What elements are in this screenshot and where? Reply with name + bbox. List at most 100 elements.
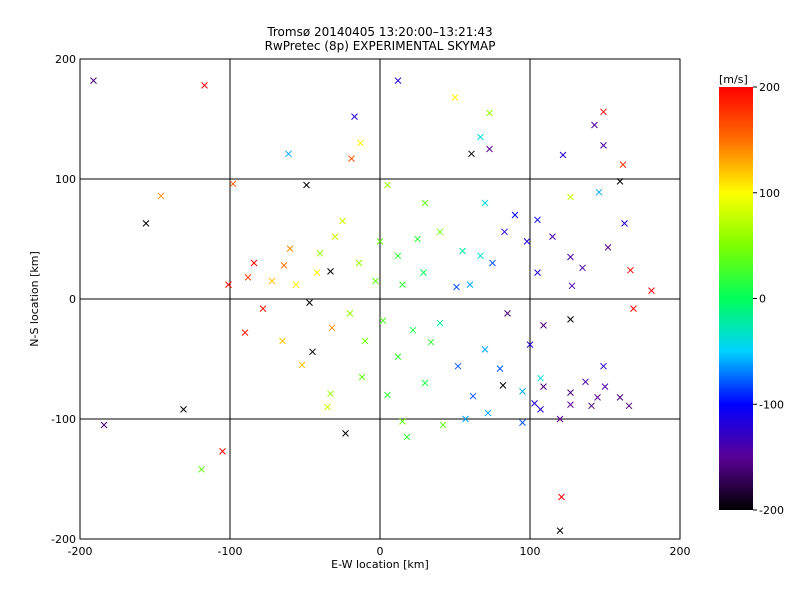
data-point-x-marker xyxy=(355,259,363,267)
data-point-x-marker xyxy=(625,402,633,410)
data-point-x-marker xyxy=(268,277,276,285)
data-point-x-marker xyxy=(298,361,306,369)
data-point-x-marker xyxy=(394,252,402,260)
data-point-x-marker xyxy=(331,233,339,240)
data-point-x-marker xyxy=(451,94,459,101)
data-point-x-marker xyxy=(372,277,379,285)
colorbar xyxy=(719,87,753,510)
data-point-x-marker xyxy=(549,233,556,240)
data-point-x-marker xyxy=(501,228,508,236)
data-point-x-marker xyxy=(358,373,366,381)
data-point-x-marker xyxy=(567,253,574,261)
data-point-x-marker xyxy=(384,391,391,399)
data-point-x-marker xyxy=(595,188,603,196)
data-point-x-marker xyxy=(439,421,447,429)
data-point-x-marker xyxy=(384,181,391,189)
data-point-x-marker xyxy=(594,394,601,401)
data-point-x-marker xyxy=(420,269,427,276)
data-point-x-marker xyxy=(339,217,346,225)
data-point-x-marker xyxy=(579,264,586,272)
data-point-x-marker xyxy=(280,262,288,269)
data-point-x-marker xyxy=(534,269,541,276)
data-point-x-marker xyxy=(519,388,526,395)
data-point-x-marker xyxy=(421,379,429,387)
y-tick-label: 200 xyxy=(55,53,76,66)
y-tick-label: -100 xyxy=(51,413,76,426)
data-point-x-marker xyxy=(250,259,258,267)
data-point-x-marker xyxy=(436,228,444,236)
data-point-x-marker xyxy=(540,383,547,390)
data-point-x-marker xyxy=(567,316,574,323)
data-point-x-marker xyxy=(477,133,484,141)
data-point-x-marker xyxy=(286,245,294,252)
data-point-x-marker xyxy=(454,362,462,370)
data-point-x-marker xyxy=(523,238,531,245)
data-point-x-marker xyxy=(556,415,564,423)
data-point-x-marker xyxy=(600,362,607,370)
data-point-x-marker xyxy=(496,365,504,372)
data-point-x-marker xyxy=(100,421,108,429)
data-point-x-marker xyxy=(534,216,541,224)
data-point-x-marker xyxy=(241,329,249,336)
data-point-x-marker xyxy=(142,220,150,227)
data-point-x-marker xyxy=(591,121,598,129)
data-point-x-marker xyxy=(540,322,547,329)
colorbar-tick-label: -200 xyxy=(759,504,784,517)
data-point-x-marker xyxy=(477,252,484,260)
data-point-x-marker xyxy=(309,348,316,356)
data-point-x-marker xyxy=(559,151,567,159)
data-point-x-marker xyxy=(567,401,574,408)
data-point-x-marker xyxy=(316,250,324,257)
data-point-x-marker xyxy=(198,466,205,473)
data-point-x-marker xyxy=(361,337,369,345)
data-point-x-marker xyxy=(306,299,313,306)
data-point-x-marker xyxy=(481,199,489,207)
data-point-x-marker xyxy=(604,244,612,251)
data-point-x-marker xyxy=(403,433,411,441)
data-points xyxy=(90,77,655,534)
data-point-x-marker xyxy=(379,317,387,324)
data-point-x-marker xyxy=(327,268,334,275)
data-point-x-marker xyxy=(537,406,544,413)
y-axis-label: N-S location [km] xyxy=(28,251,41,347)
data-point-x-marker xyxy=(531,400,538,407)
x-axis-label: E-W location [km] xyxy=(331,558,429,571)
x-tick-label: -200 xyxy=(68,545,93,558)
data-point-x-marker xyxy=(459,247,466,255)
data-point-x-marker xyxy=(327,390,334,398)
data-point-x-marker xyxy=(346,310,354,317)
data-point-x-marker xyxy=(436,319,444,327)
data-point-x-marker xyxy=(427,338,435,346)
data-point-x-marker xyxy=(219,448,226,455)
data-point-x-marker xyxy=(376,238,384,245)
colorbar-tick-label: 100 xyxy=(759,187,780,200)
data-point-x-marker xyxy=(259,305,267,312)
data-point-x-marker xyxy=(279,337,286,345)
data-point-x-marker xyxy=(600,142,607,149)
data-point-x-marker xyxy=(180,406,187,413)
data-point-x-marker xyxy=(421,199,429,207)
data-point-x-marker xyxy=(568,282,576,290)
data-point-x-marker xyxy=(348,155,355,162)
data-point-x-marker xyxy=(567,193,574,201)
data-point-x-marker xyxy=(244,274,252,281)
x-tick-label: 100 xyxy=(520,545,541,558)
colorbar-tick-label: 200 xyxy=(759,81,780,94)
data-point-x-marker xyxy=(292,281,300,288)
data-point-x-marker xyxy=(342,430,349,437)
x-tick-label: -100 xyxy=(218,545,243,558)
data-point-x-marker xyxy=(558,493,565,501)
data-point-x-marker xyxy=(414,235,421,243)
x-axis-ticks: -200 -100 0 100 200 xyxy=(68,59,691,558)
data-point-x-marker xyxy=(537,374,544,382)
data-point-x-marker xyxy=(453,283,460,291)
data-point-x-marker xyxy=(519,419,526,426)
data-point-x-marker xyxy=(394,77,402,84)
data-point-x-marker xyxy=(324,403,331,411)
colorbar-tick-label: -100 xyxy=(759,398,784,411)
data-point-x-marker xyxy=(627,266,634,274)
data-point-x-marker xyxy=(621,220,628,227)
data-point-x-marker xyxy=(489,259,496,267)
x-tick-label: 0 xyxy=(377,545,384,558)
